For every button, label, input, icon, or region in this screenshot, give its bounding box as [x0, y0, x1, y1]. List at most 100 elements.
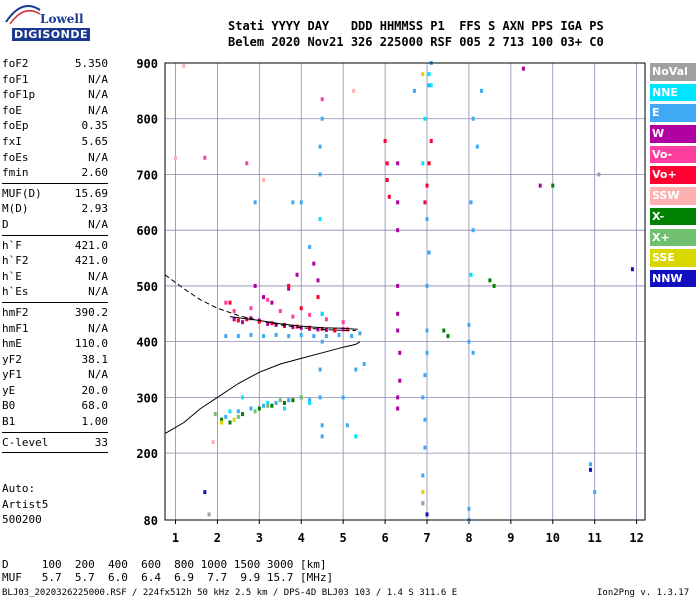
echo-point [350, 334, 354, 339]
echo-point [396, 406, 400, 411]
echo-point [488, 278, 492, 283]
echo-point [427, 72, 431, 77]
param-row: M(D) 2.93 [2, 201, 108, 217]
echo-point [396, 161, 400, 166]
x-tick-label: 1 [172, 531, 179, 545]
param-value: 5.350 [74, 57, 108, 70]
echo-point [282, 400, 286, 405]
x-tick-label: 11 [587, 531, 601, 545]
param-name: h`Es [2, 285, 29, 299]
header-labels: Stati YYYY DAY DDD HHMMSS P1 FFS S AXN P… [228, 19, 604, 33]
param-group-profile: hmF2 390.2 hmF1 N/A hmE 110.0 yF2 38.1 yF1 N/A yE 2… [2, 305, 108, 430]
param-row: yF2 38.1 [2, 352, 108, 368]
echo-point [236, 414, 240, 419]
param-row: D N/A [2, 217, 108, 233]
echo-point [232, 317, 236, 322]
echo-point [274, 322, 278, 327]
echo-point [425, 217, 429, 222]
auto-version: 500200 [2, 513, 42, 526]
polarization-legend: NoVal NNE E W Vo- Vo+ SSW X- X+ SSE NNW [650, 63, 696, 291]
echo-point [320, 116, 324, 121]
echo-point [396, 200, 400, 205]
echo-point [467, 322, 471, 327]
param-name: h`F2 [2, 254, 29, 268]
echo-point [320, 339, 324, 344]
echo-point [287, 398, 291, 403]
echo-point [467, 506, 471, 511]
legend-item: SSE [650, 249, 696, 267]
param-value: 38.1 [81, 352, 109, 366]
param-name: MUF(D) [2, 186, 42, 200]
echo-point [423, 417, 427, 422]
echo-point [266, 403, 270, 408]
echo-point [299, 200, 303, 205]
echo-point [442, 328, 446, 333]
echo-point [213, 412, 217, 417]
echo-point [318, 395, 322, 400]
footer-version: Ion2Png v. 1.3.17 [597, 588, 690, 598]
param-value: N/A [88, 217, 108, 231]
echo-point [203, 155, 207, 160]
echo-point [299, 306, 303, 311]
echo-point [278, 309, 282, 314]
legend-item: Vo- [650, 145, 696, 164]
echo-point [241, 320, 245, 325]
footer-file-info: BLJ03_2020326225000.RSF / 224fx512h 50 k… [2, 588, 458, 598]
echo-point [262, 403, 266, 408]
divider [2, 301, 108, 303]
echo-point [287, 286, 291, 291]
y-tick-label: 800 [136, 113, 158, 127]
echo-point [253, 283, 257, 288]
legend-item: W [650, 125, 696, 143]
x-tick-label: 3 [256, 531, 263, 545]
echo-point [471, 228, 475, 233]
legend-item: Vo+ [650, 166, 696, 184]
echo-point [471, 116, 475, 121]
echo-point [312, 261, 316, 266]
param-name: fmin [2, 166, 29, 180]
param-name: yF2 [2, 352, 22, 366]
echo-point [387, 194, 391, 199]
divider [2, 452, 108, 454]
echo-point [318, 367, 322, 372]
param-row: fmin 2.60 [2, 165, 108, 181]
echo-point [274, 400, 278, 405]
param-value: N/A [88, 269, 108, 283]
param-name: yE [2, 383, 16, 397]
echo-point [429, 139, 433, 144]
param-name: foEp [2, 119, 29, 133]
param-name: h`F [2, 238, 22, 252]
param-value: N/A [88, 321, 108, 335]
param-row: MUF(D) 15.69 [2, 186, 108, 202]
echo-point [421, 473, 425, 478]
echo-point [249, 406, 253, 411]
echo-point [270, 403, 274, 408]
echo-point [318, 217, 322, 222]
echo-point [270, 300, 274, 305]
echo-point [253, 409, 257, 414]
echo-point [320, 311, 324, 316]
param-row: foEs N/A [2, 150, 108, 166]
echo-point [354, 434, 358, 439]
echo-point [291, 200, 295, 205]
echo-point [358, 331, 362, 336]
echo-point [316, 327, 320, 332]
echo-point [295, 272, 299, 277]
y-tick-label: 900 [136, 57, 158, 71]
echo-point [423, 200, 427, 205]
echo-point [521, 66, 525, 71]
echo-point [245, 317, 249, 322]
echo-point [278, 398, 282, 403]
echo-point [312, 334, 316, 339]
x-tick-label: 9 [507, 531, 514, 545]
echo-point [220, 420, 224, 425]
x-tick-label: 8 [465, 531, 472, 545]
param-row: h`E N/A [2, 269, 108, 285]
y-tick-label: 500 [136, 280, 158, 294]
x-tick-labels: 1 2 3 4 5 6 7 8 9 10 11 12 [172, 531, 644, 545]
x-tick-label: 4 [298, 531, 305, 545]
echo-point [630, 267, 634, 272]
param-group-muf: MUF(D) 15.69 M(D) 2.93 D N/A [2, 186, 108, 233]
echo-point [228, 420, 232, 425]
